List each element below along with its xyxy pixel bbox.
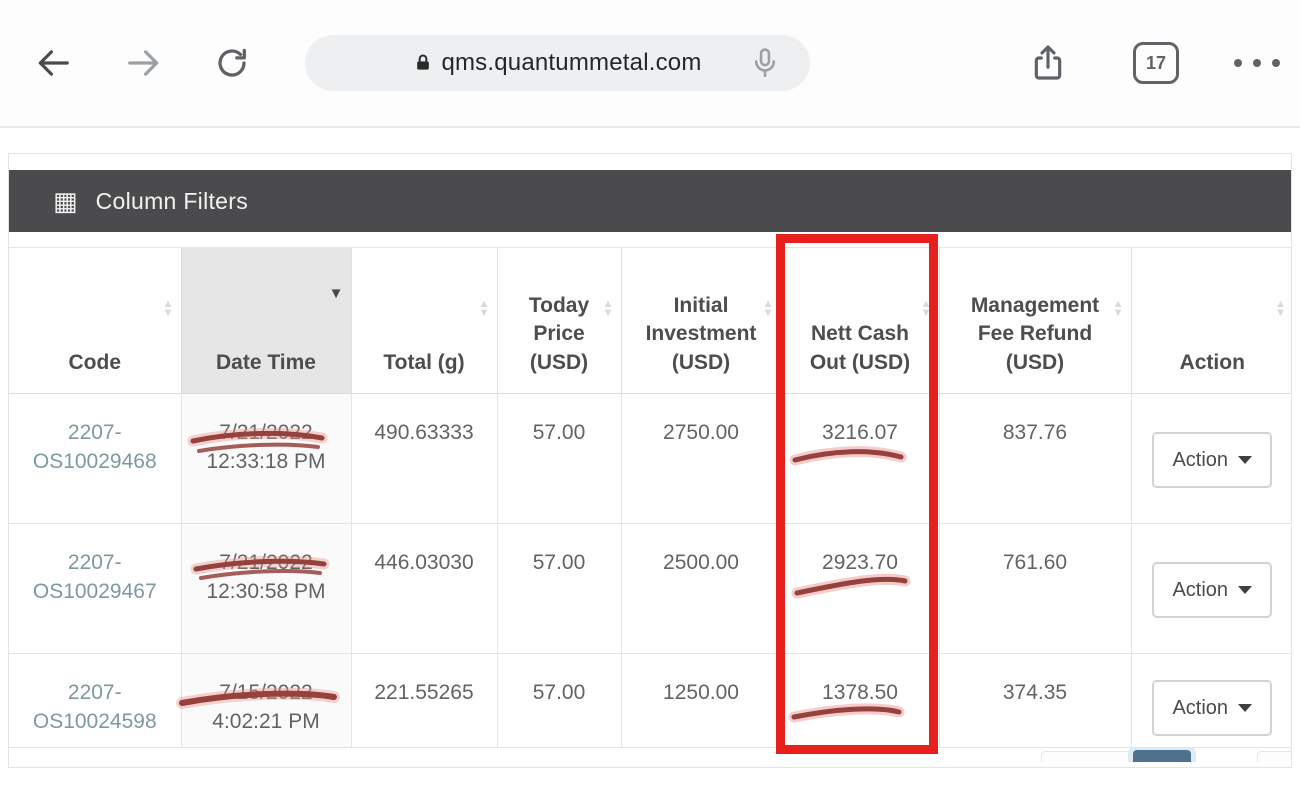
overflow-menu-button[interactable] xyxy=(1234,59,1280,67)
table-row: 2207-OS10029468 7/21/2022 12:33:18 PM 49… xyxy=(9,393,1291,524)
column-header-management-fee-refund[interactable]: Management Fee Refund (USD) xyxy=(939,247,1132,394)
share-icon xyxy=(1034,45,1062,80)
sort-desc-icon xyxy=(329,287,344,301)
orders-table: Code Date Time Total (g) Today Price (US… xyxy=(9,247,1291,748)
cell-nett-cash-out: 1378.50 xyxy=(781,653,940,748)
caret-down-icon xyxy=(1238,586,1253,594)
action-dropdown-button[interactable]: Action xyxy=(1152,562,1273,618)
microphone-icon xyxy=(754,48,776,78)
url-bar[interactable]: qms.quantummetal.com xyxy=(305,35,810,91)
sort-icon xyxy=(1113,300,1124,318)
cell-action: Action xyxy=(1131,523,1291,654)
cell-date-time: 7/21/2022 12:30:58 PM xyxy=(181,523,352,654)
cell-nett-cash-out: 2923.70 xyxy=(781,523,940,654)
order-code-link[interactable]: 2207-OS10029468 xyxy=(32,421,157,474)
cell-date-time: 7/21/2022 12:33:18 PM xyxy=(181,393,352,524)
cell-today-price: 57.00 xyxy=(497,653,622,748)
column-header-date-time[interactable]: Date Time xyxy=(181,247,352,394)
cell-nett-cash-out: 3216.07 xyxy=(781,393,940,524)
tab-switcher-button[interactable]: 17 xyxy=(1133,42,1179,84)
column-header-total-g[interactable]: Total (g) xyxy=(351,247,498,394)
action-button-label: Action xyxy=(1172,449,1229,471)
panel-title: Column Filters xyxy=(95,187,249,214)
sort-icon xyxy=(163,300,174,318)
pagination-active-page[interactable] xyxy=(1133,749,1191,762)
action-dropdown-button[interactable]: Action xyxy=(1152,680,1273,736)
sort-icon xyxy=(763,300,774,318)
order-code-link[interactable]: 2207-OS10024598 xyxy=(32,681,157,734)
column-header-today-price[interactable]: Today Price (USD) xyxy=(497,247,622,394)
table-header-row: Code Date Time Total (g) Today Price (US… xyxy=(9,247,1291,394)
cell-today-price: 57.00 xyxy=(497,393,622,524)
column-filters-bar[interactable]: ▦ Column Filters xyxy=(9,170,1291,232)
url-text: qms.quantummetal.com xyxy=(441,49,702,76)
action-button-label: Action xyxy=(1172,697,1229,719)
sort-icon xyxy=(1275,300,1286,318)
cell-code: 2207-OS10029468 xyxy=(9,393,182,524)
share-button[interactable] xyxy=(1025,40,1071,86)
table-row: 2207-OS10024598 7/15/2022 4:02:21 PM 221… xyxy=(9,653,1291,748)
pagination-previous-button[interactable] xyxy=(1041,750,1133,762)
forward-arrow-icon xyxy=(128,50,159,76)
cell-total-g: 490.63333 xyxy=(351,393,498,524)
cell-code: 2207-OS10029467 xyxy=(9,523,182,654)
content-card: ▦ Column Filters Code Date Time Total (g… xyxy=(8,153,1292,768)
caret-down-icon xyxy=(1238,456,1253,464)
column-header-code[interactable]: Code xyxy=(9,247,182,394)
browser-back-button[interactable] xyxy=(30,40,76,86)
cell-date-time: 7/15/2022 4:02:21 PM xyxy=(181,653,352,748)
pagination xyxy=(9,748,1291,762)
cell-code: 2207-OS10024598 xyxy=(9,653,182,748)
order-code-link[interactable]: 2207-OS10029467 xyxy=(32,551,157,604)
caret-down-icon xyxy=(1238,704,1253,712)
cell-action: Action xyxy=(1131,393,1291,524)
action-dropdown-button[interactable]: Action xyxy=(1152,432,1273,488)
cell-initial-investment: 1250.00 xyxy=(621,653,782,748)
sort-icon xyxy=(479,300,490,318)
table-row: 2207-OS10029467 7/21/2022 12:30:58 PM 44… xyxy=(9,523,1291,654)
cell-initial-investment: 2750.00 xyxy=(621,393,782,524)
pagination-next-button[interactable] xyxy=(1257,750,1291,762)
browser-reload-button[interactable] xyxy=(209,40,255,86)
cell-management-fee-refund: 837.76 xyxy=(939,393,1132,524)
column-header-initial-investment[interactable]: Initial Investment (USD) xyxy=(621,247,782,394)
dot-icon xyxy=(1272,59,1280,67)
cell-initial-investment: 2500.00 xyxy=(621,523,782,654)
sort-icon xyxy=(921,300,932,318)
dot-icon xyxy=(1234,59,1242,67)
cell-today-price: 57.00 xyxy=(497,523,622,654)
browser-forward-button[interactable] xyxy=(121,40,167,86)
cell-management-fee-refund: 761.60 xyxy=(939,523,1132,654)
tab-count: 17 xyxy=(1145,52,1167,73)
voice-search-button[interactable] xyxy=(748,45,782,86)
dot-icon xyxy=(1253,59,1261,67)
column-header-nett-cash-out[interactable]: Nett Cash Out (USD) xyxy=(781,247,940,394)
cell-total-g: 446.03030 xyxy=(351,523,498,654)
table-grid-icon: ▦ xyxy=(53,186,78,216)
cell-action: Action xyxy=(1131,653,1291,748)
column-header-action[interactable]: Action xyxy=(1131,247,1291,394)
browser-toolbar: qms.quantummetal.com 17 xyxy=(0,0,1300,128)
action-button-label: Action xyxy=(1172,579,1229,601)
cell-management-fee-refund: 374.35 xyxy=(939,653,1132,748)
back-arrow-icon xyxy=(38,50,69,76)
lock-icon xyxy=(417,54,430,70)
cell-total-g: 221.55265 xyxy=(351,653,498,748)
reload-icon xyxy=(218,48,246,77)
sort-icon xyxy=(603,300,614,318)
